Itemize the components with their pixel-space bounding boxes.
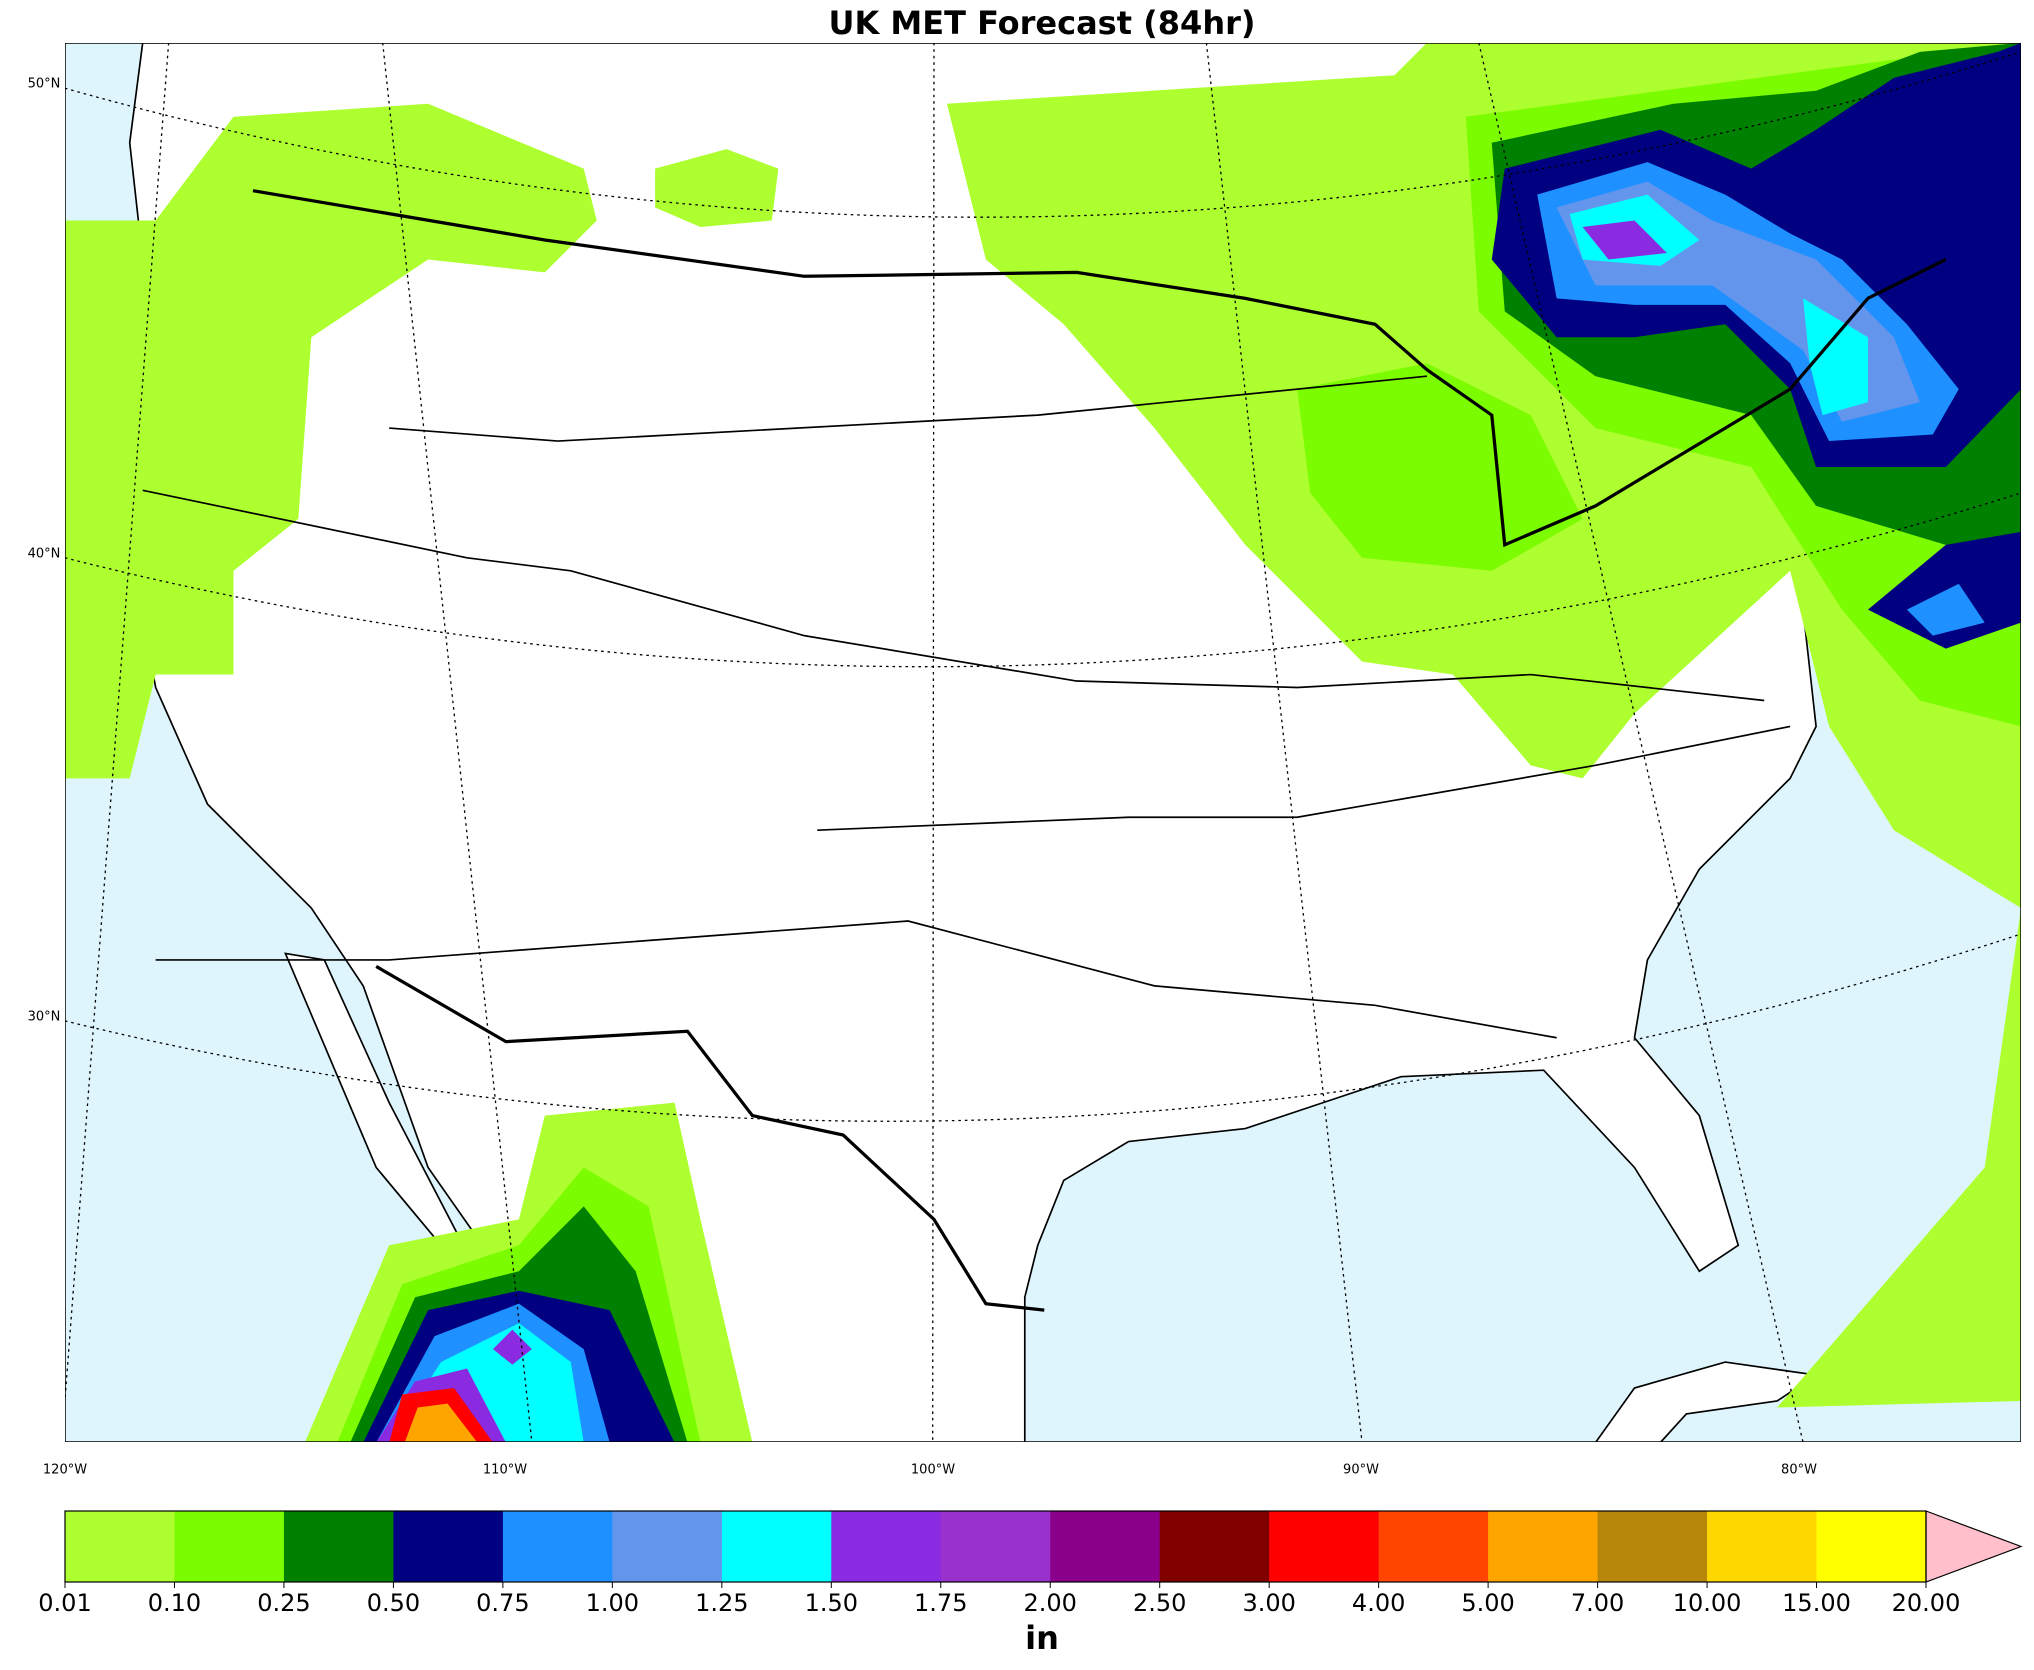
lat-label: 40°N [28, 547, 61, 562]
colorbar-cell [940, 1511, 1051, 1582]
colorbar-tick-label: 15.00 [1782, 1589, 1851, 1617]
colorbar-extend [1925, 1510, 2023, 1583]
colorbar-cell [1488, 1511, 1599, 1582]
lon-label: 110°W [483, 1463, 527, 1478]
colorbar-cell [612, 1511, 723, 1582]
lat-label: 50°N [28, 77, 61, 92]
colorbar-cell [1378, 1511, 1489, 1582]
colorbar-tick-label: 4.00 [1352, 1589, 1405, 1617]
colorbar-tick-label: 2.00 [1024, 1589, 1077, 1617]
colorbar-tick-label: 20.00 [1892, 1589, 1961, 1617]
colorbar-tick-label: 5.00 [1461, 1589, 1514, 1617]
colorbar-cell [1597, 1511, 1708, 1582]
colorbar-cell [1050, 1511, 1161, 1582]
colorbar-cell [1159, 1511, 1270, 1582]
lon-label: 100°W [911, 1463, 955, 1478]
colorbar-cell [502, 1511, 613, 1582]
colorbar-tick-label: 1.00 [586, 1589, 639, 1617]
colorbar-tick-label: 1.25 [695, 1589, 748, 1617]
colorbar-cell [1707, 1511, 1818, 1582]
colorbar-cell [174, 1511, 285, 1582]
colorbar-tick-label: 3.00 [1242, 1589, 1295, 1617]
colorbar-tick-label: 7.00 [1571, 1589, 1624, 1617]
colorbar-tick-label: 0.25 [257, 1589, 310, 1617]
colorbar-cell [1269, 1511, 1380, 1582]
colorbar-tick-label: 0.50 [367, 1589, 420, 1617]
colorbar-cell [393, 1511, 504, 1582]
colorbar-frame [64, 1510, 1927, 1583]
map-title: UK MET Forecast (84hr) [828, 4, 1255, 42]
colorbar-cell [65, 1511, 175, 1582]
colorbar-unit: in [1025, 1619, 1059, 1657]
colorbar-tick-label: 0.75 [476, 1589, 529, 1617]
lon-label: 90°W [1343, 1463, 1379, 1478]
colorbar-tick-label: 0.01 [38, 1589, 91, 1617]
colorbar-tick-label: 1.50 [805, 1589, 858, 1617]
colorbar-cell [283, 1511, 394, 1582]
colorbar-cell [831, 1511, 942, 1582]
lon-label: 120°W [43, 1463, 87, 1478]
colorbar-tick-label: 0.10 [148, 1589, 201, 1617]
colorbar-cell [721, 1511, 832, 1582]
lon-label: 80°W [1781, 1463, 1817, 1478]
colorbar-tick-label: 10.00 [1673, 1589, 1742, 1617]
colorbar-cell [1816, 1511, 1927, 1582]
lat-label: 30°N [28, 1010, 61, 1025]
colorbar-tick-label: 2.50 [1133, 1589, 1186, 1617]
colorbar-tick-label: 1.75 [914, 1589, 967, 1617]
map [65, 43, 2021, 1442]
